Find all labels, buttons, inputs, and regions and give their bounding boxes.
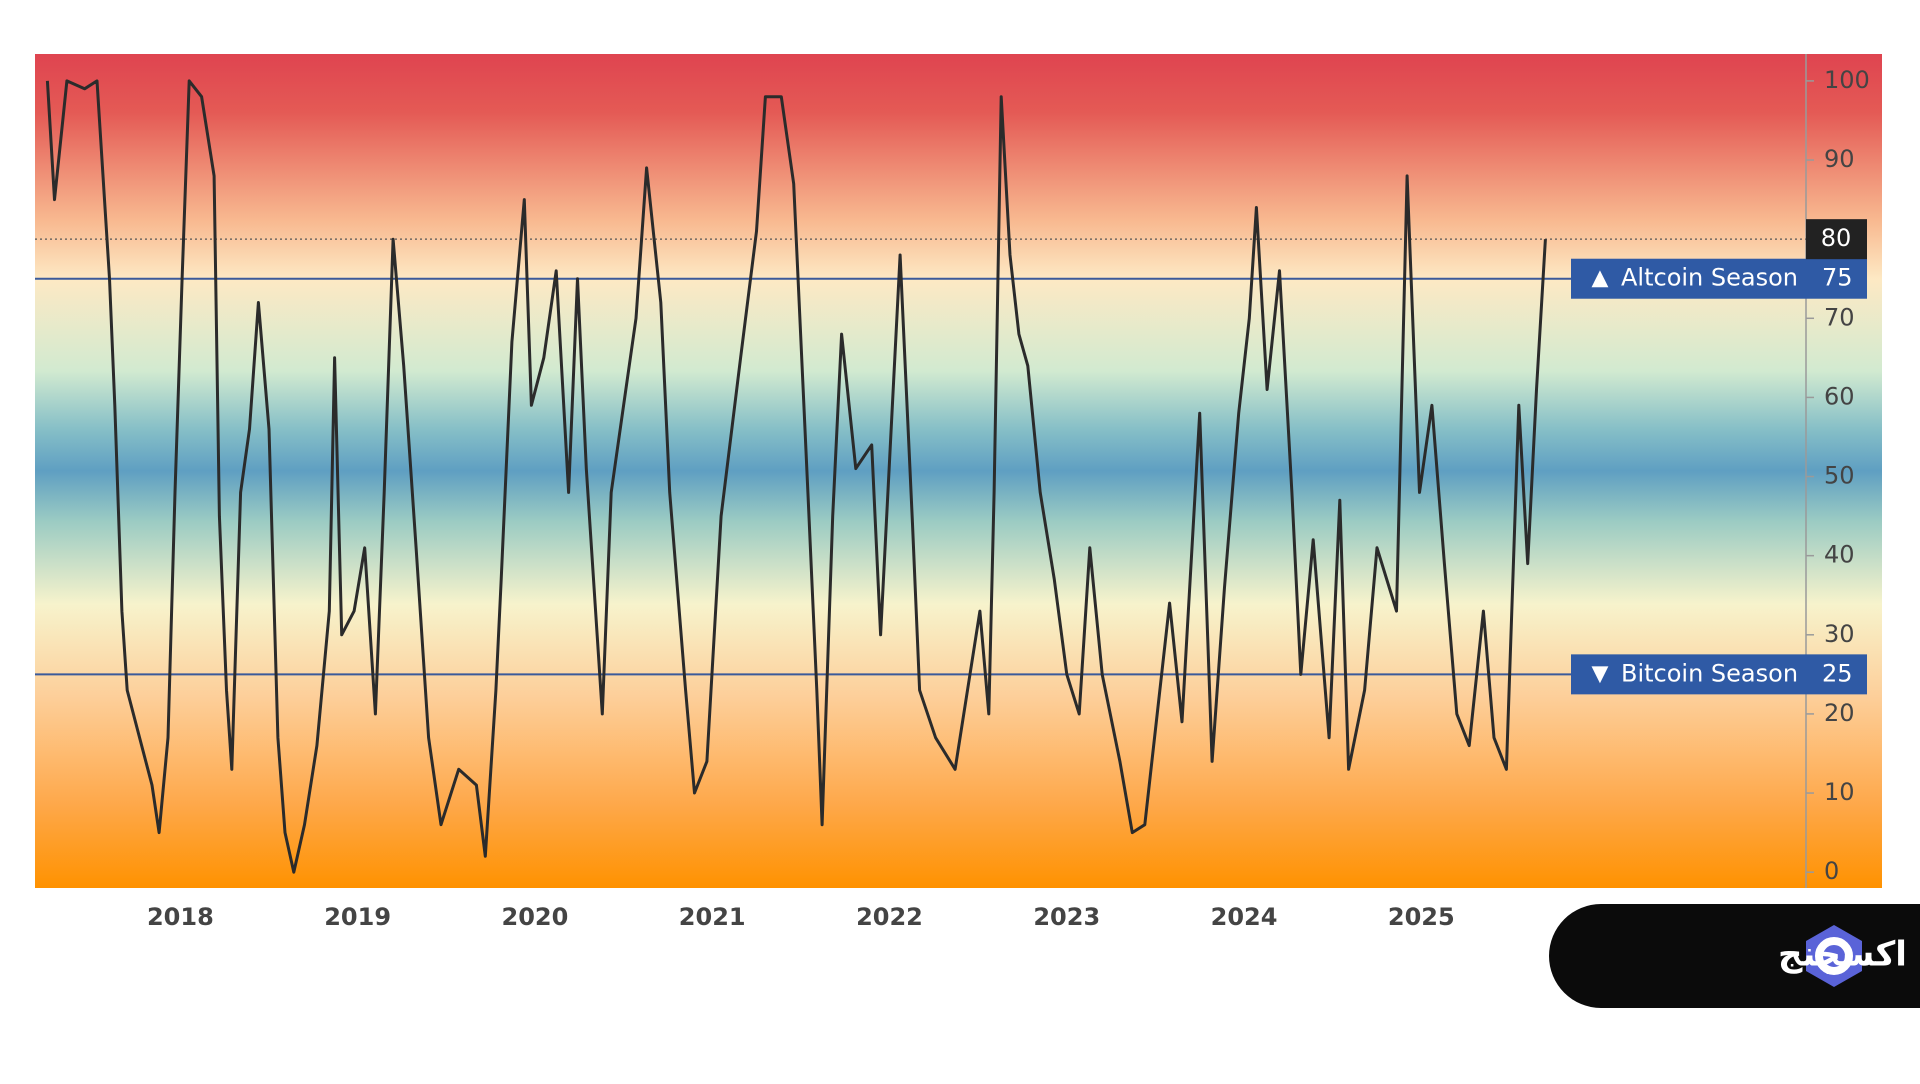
y-tick-label: 90 xyxy=(1824,145,1855,173)
reference-arrow: ▲ xyxy=(1592,266,1609,291)
plot-background xyxy=(35,54,1882,888)
last-value-label: 80 xyxy=(1821,224,1852,252)
x-tick-label: 2021 xyxy=(679,903,746,931)
x-tick-label: 2018 xyxy=(147,903,214,931)
x-tick-label: 2024 xyxy=(1211,903,1278,931)
reference-value: 75 xyxy=(1822,264,1853,292)
last-value-box xyxy=(1806,219,1867,260)
y-tick-label: 100 xyxy=(1824,66,1870,94)
reference-label-box xyxy=(1571,654,1867,695)
reference-value: 25 xyxy=(1822,659,1853,687)
brand-logo-ring xyxy=(1815,937,1853,975)
brand-logo xyxy=(1806,925,1862,987)
brand-badge: اوکی اکسچنج xyxy=(1549,904,1920,1008)
x-tick-label: 2019 xyxy=(324,903,391,931)
reference-label-box xyxy=(1571,258,1867,299)
x-tick-label: 2025 xyxy=(1388,903,1455,931)
y-tick-label: 60 xyxy=(1824,382,1855,410)
y-tick-label: 0 xyxy=(1824,857,1839,885)
y-tick-label: 10 xyxy=(1824,778,1855,806)
y-tick-label: 50 xyxy=(1824,462,1855,490)
brand-name: اوکی اکسچنج xyxy=(1778,935,1920,975)
reference-label: Altcoin Season xyxy=(1621,264,1798,292)
reference-label: Bitcoin Season xyxy=(1621,659,1798,687)
y-tick-label: 40 xyxy=(1824,541,1855,569)
x-tick-label: 2022 xyxy=(856,903,923,931)
y-tick-label: 30 xyxy=(1824,620,1855,648)
y-tick-label: 20 xyxy=(1824,699,1855,727)
reference-arrow: ▼ xyxy=(1592,661,1609,686)
x-tick-label: 2023 xyxy=(1033,903,1100,931)
x-tick-label: 2020 xyxy=(502,903,569,931)
data-line xyxy=(45,79,1547,874)
y-tick-label: 70 xyxy=(1824,303,1855,331)
